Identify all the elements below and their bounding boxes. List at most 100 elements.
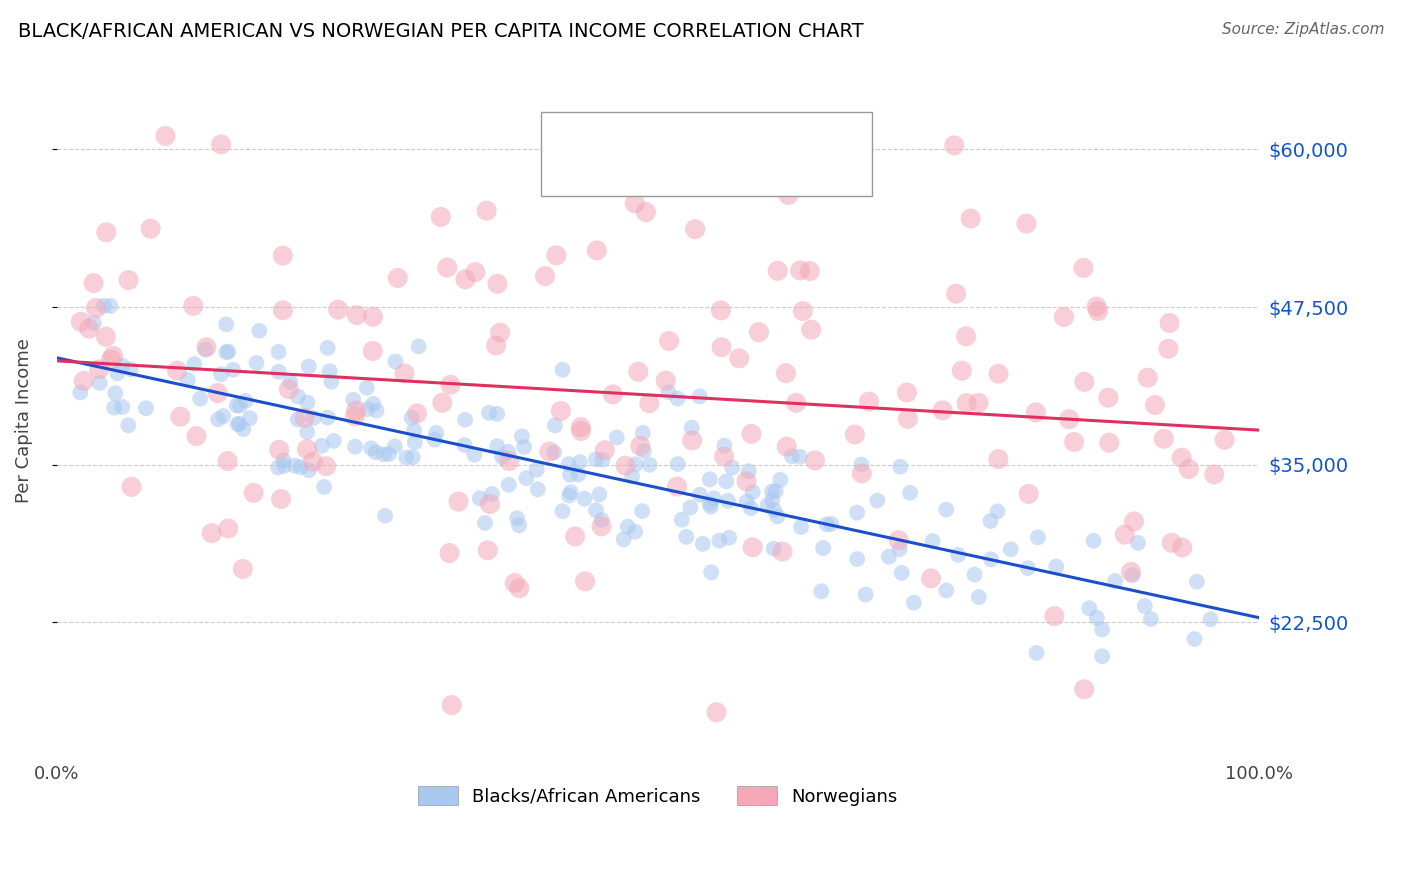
Point (785, 396, 807, 410)
Point (1153, 432, 1175, 446)
Point (361, 343, 384, 358)
Point (1098, 435, 1121, 450)
Text: R = -0.866   N = 199: R = -0.866 N = 199 (588, 127, 776, 145)
Point (439, 546, 461, 560)
Point (183, 357, 205, 371)
Point (920, 571, 942, 585)
Point (588, 487, 610, 501)
Point (209, 367, 232, 381)
Point (508, 518, 530, 533)
Point (1157, 342, 1180, 356)
Text: Source: ZipAtlas.com: Source: ZipAtlas.com (1222, 22, 1385, 37)
Point (498, 477, 520, 491)
Point (1123, 515, 1146, 529)
Point (344, 440, 367, 454)
Point (761, 492, 783, 507)
Point (655, 374, 678, 388)
Point (215, 318, 238, 332)
Point (395, 450, 418, 465)
Point (406, 406, 429, 420)
Point (475, 203, 498, 218)
Point (700, 566, 723, 580)
Point (1085, 611, 1108, 625)
Point (321, 375, 343, 389)
Point (463, 448, 485, 462)
Point (943, 138, 966, 153)
Point (1017, 561, 1039, 575)
Point (77, 321, 100, 335)
Point (1140, 612, 1163, 626)
Point (361, 310, 384, 324)
Point (464, 265, 486, 279)
Point (569, 424, 592, 438)
Point (846, 552, 869, 566)
Point (1126, 536, 1149, 550)
Point (506, 511, 529, 525)
Point (772, 544, 794, 558)
Point (94, 330, 117, 344)
Point (585, 244, 607, 258)
Point (1097, 391, 1119, 405)
Point (242, 486, 264, 500)
Point (606, 431, 628, 445)
Point (269, 442, 291, 457)
Point (104, 386, 127, 401)
Point (195, 340, 218, 354)
Point (741, 541, 763, 555)
Point (703, 491, 725, 506)
Point (717, 493, 740, 508)
Point (946, 548, 969, 562)
Point (508, 581, 530, 595)
Point (294, 410, 316, 425)
Point (290, 460, 312, 475)
Point (425, 425, 447, 440)
Point (360, 442, 382, 456)
Point (207, 412, 229, 426)
Point (585, 503, 607, 517)
Point (1053, 310, 1076, 324)
Point (591, 519, 613, 533)
Point (683, 222, 706, 236)
Point (496, 445, 519, 459)
Point (550, 404, 572, 418)
Point (800, 323, 823, 337)
Point (468, 491, 491, 506)
Point (1213, 433, 1236, 447)
Point (366, 403, 388, 417)
Point (766, 264, 789, 278)
Point (671, 513, 693, 527)
Point (378, 447, 401, 461)
Point (980, 552, 1002, 566)
Point (634, 205, 657, 219)
Point (728, 351, 751, 366)
Point (851, 467, 873, 481)
Point (1204, 467, 1226, 482)
Point (454, 272, 477, 286)
Point (361, 397, 384, 411)
Point (271, 303, 294, 318)
Point (373, 447, 395, 461)
Point (713, 439, 735, 453)
Point (903, 596, 925, 610)
Point (356, 381, 378, 395)
Point (235, 393, 257, 408)
Point (486, 277, 509, 291)
Point (226, 417, 249, 432)
Point (503, 576, 526, 591)
Point (1043, 609, 1066, 624)
Point (120, 362, 142, 376)
Point (201, 526, 224, 541)
Point (716, 475, 738, 489)
Point (498, 454, 520, 468)
Point (740, 426, 762, 441)
Point (1025, 405, 1047, 419)
Point (1104, 574, 1126, 588)
Point (627, 365, 650, 379)
Point (898, 485, 921, 500)
Point (1136, 370, 1159, 384)
Point (1015, 217, 1038, 231)
Point (877, 549, 900, 564)
Point (551, 362, 574, 376)
Point (439, 377, 461, 392)
Point (1073, 260, 1095, 275)
